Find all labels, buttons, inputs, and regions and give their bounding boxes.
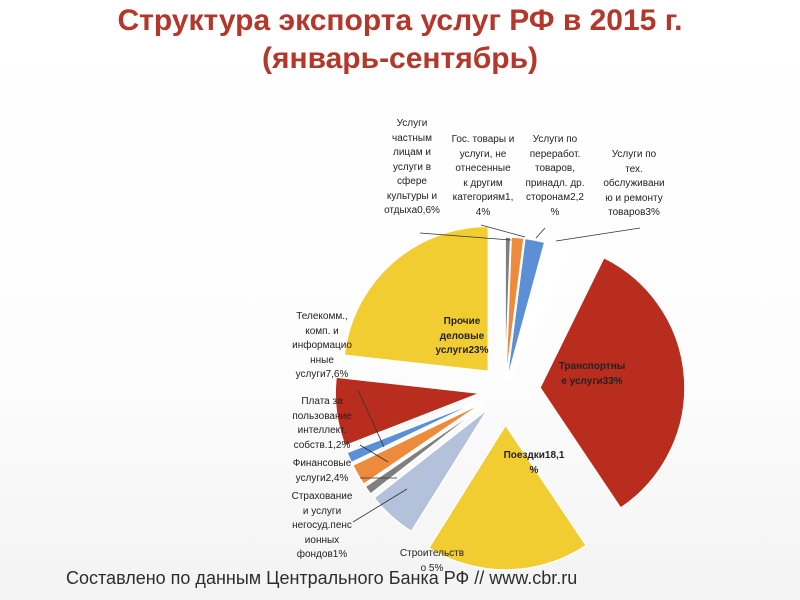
label-repair-services: Услуги по тех. обслуживани ю и ремонту т… (603, 149, 665, 218)
label-transport: Транспортны е услуги33% (558, 361, 626, 387)
pie-slice-construction (372, 407, 489, 533)
pie-slice-telecom (334, 376, 481, 447)
pie-slice-transport (539, 256, 686, 510)
label-construction: Строительств о 5% (399, 548, 465, 574)
label-telecom: Телекомм., комп. и информацио нные услуг… (292, 311, 352, 380)
label-other-business: Прочие деловые услуги23% (435, 316, 489, 356)
leader-proc (535, 227, 546, 239)
leader-repair (555, 227, 641, 242)
leader-private (419, 232, 512, 241)
leader-telecom (357, 389, 385, 448)
label-private-services: Услуги частным лицам и услуги в сфере ку… (384, 118, 440, 216)
pie-slice-processing-services (505, 237, 546, 383)
pie-slice-trips (427, 423, 588, 571)
label-processing-services: Услуги по переработ. товаров, принадл. д… (525, 134, 585, 218)
label-financial: Финансовые услуги2,4% (292, 458, 352, 484)
label-trips: Поездки18,1 % (503, 450, 565, 476)
leader-gov (480, 224, 526, 238)
pie-slice-financial (351, 401, 484, 486)
label-insurance: Страхование и услуги негосуд.пенс ионных… (291, 491, 353, 560)
leader-insur (352, 488, 408, 523)
pie-slice-insurance (364, 404, 486, 496)
pie-slice-gov-services (504, 236, 525, 383)
source-note: Составлено по данным Центрального Банка … (66, 568, 578, 588)
chart-title: Структура экспорта услуг РФ в 2015 г. (я… (0, 2, 800, 78)
leader-ip (359, 444, 389, 463)
title-line-1: Структура экспорта услуг РФ в 2015 г. (117, 4, 683, 37)
pie-slice-other-business (343, 225, 490, 373)
title-line-2: (январь-сентябрь) (261, 42, 539, 75)
pie-slice-intellectual-property (345, 399, 483, 464)
label-intellectual-property: Плата за пользование интеллект. собств.1… (292, 396, 352, 451)
label-gov-services: Гос. товары и услуги, не отнесенные к др… (451, 134, 515, 218)
pie-slice-repair-services (507, 241, 573, 383)
